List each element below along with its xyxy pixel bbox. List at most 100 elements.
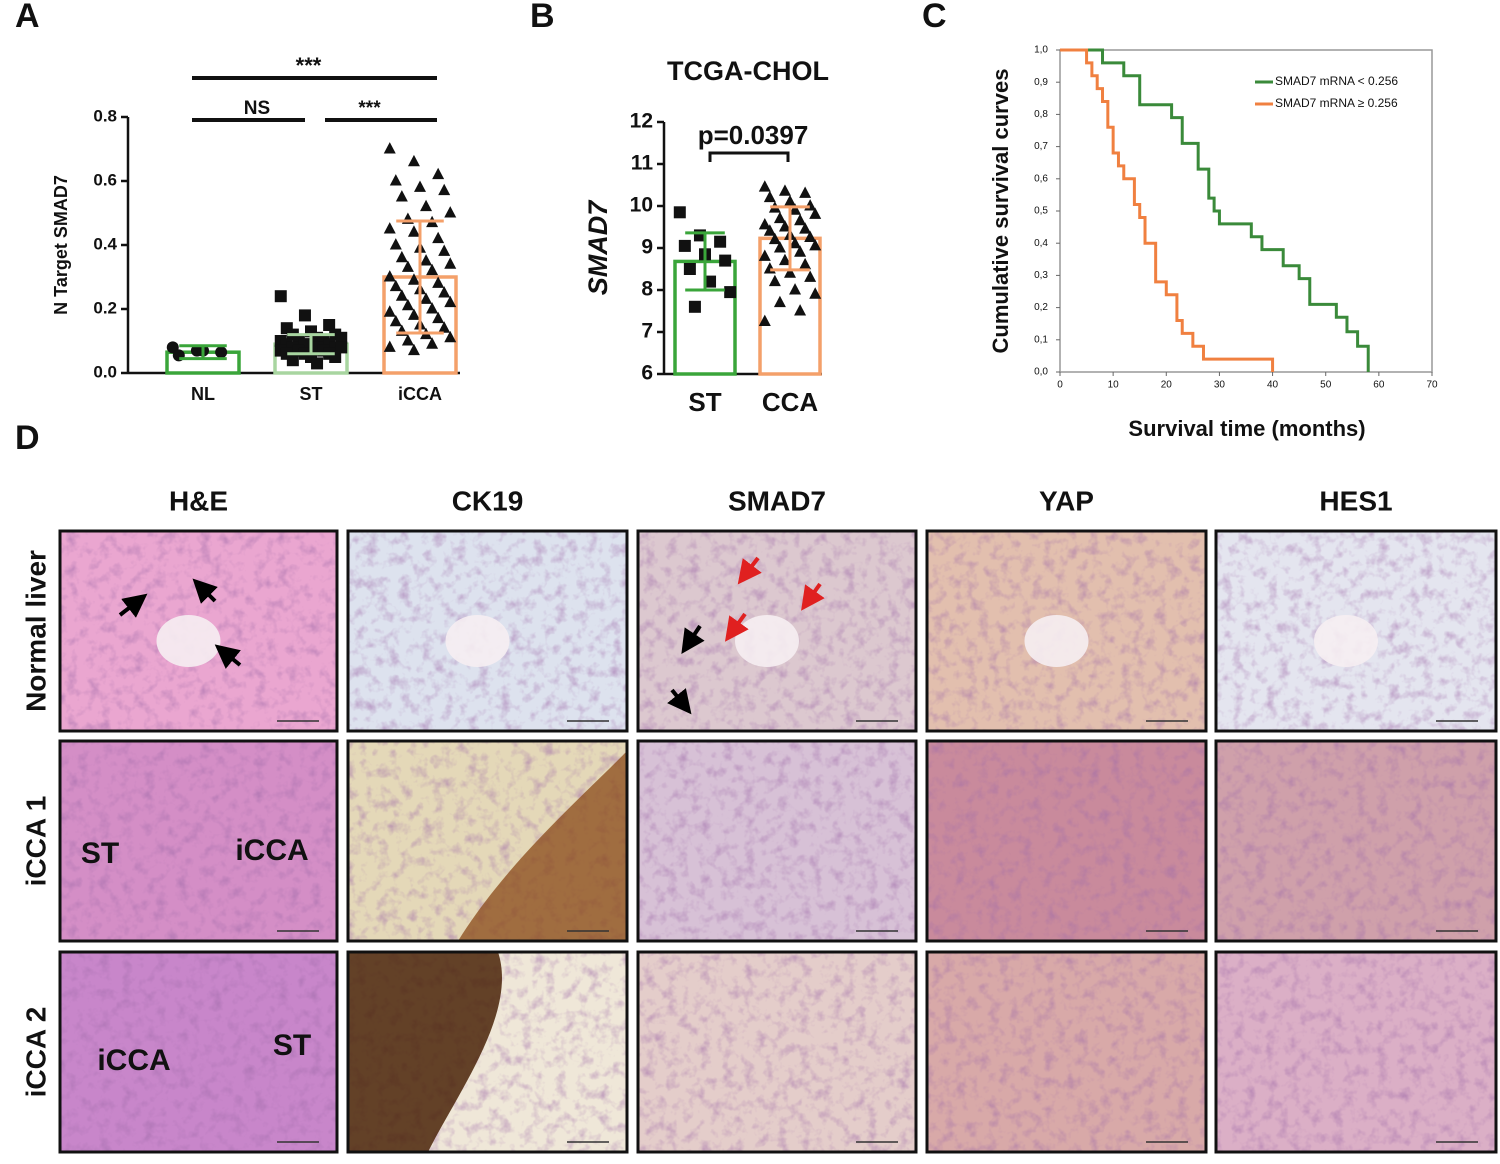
data-point	[719, 254, 732, 267]
image-frame	[58, 950, 339, 1154]
data-point	[432, 311, 445, 324]
data-point	[389, 174, 402, 186]
data-point	[673, 206, 686, 219]
arrow	[724, 612, 749, 642]
data-point	[215, 346, 228, 359]
data-point	[395, 190, 408, 202]
stain-region	[458, 751, 627, 941]
data-point	[773, 211, 786, 224]
vessel	[156, 615, 221, 667]
y-tick-label: 0.8	[93, 106, 117, 125]
data-point	[407, 154, 420, 167]
data-point	[401, 334, 414, 346]
panel-letter: B	[530, 0, 555, 35]
data-point	[438, 183, 451, 196]
data-point	[274, 290, 287, 303]
y-tick-label: 1,0	[1034, 45, 1048, 56]
column-header: H&E	[169, 485, 228, 516]
tissue-texture	[638, 741, 916, 941]
arrow	[681, 624, 705, 654]
image-frame	[636, 950, 918, 1154]
region-label: ST	[81, 837, 119, 870]
x-axis-label: Survival time (months)	[1128, 416, 1365, 441]
data-point	[799, 257, 812, 270]
vessel	[1024, 615, 1089, 667]
image-frame	[636, 529, 918, 733]
image-frame	[1214, 739, 1498, 943]
data-point	[389, 314, 402, 327]
data-point	[784, 266, 796, 278]
x-tick-label: 30	[1214, 380, 1226, 391]
data-point	[758, 314, 771, 326]
arrows	[118, 556, 825, 715]
data-point	[804, 270, 817, 282]
tissue-texture	[927, 952, 1206, 1152]
significance-label: p=0.0397	[698, 120, 809, 150]
y-tick-label: 12	[630, 110, 653, 133]
image-frame	[346, 739, 629, 943]
arrow	[192, 578, 218, 604]
data-point	[799, 222, 812, 234]
data-point	[773, 295, 786, 308]
image-frame	[58, 529, 339, 733]
arrow	[737, 556, 762, 585]
vessel	[445, 615, 510, 667]
significance-label: ***	[296, 53, 322, 78]
data-point	[724, 286, 737, 299]
x-tick-label: 20	[1161, 380, 1173, 391]
row-label: iCCA 1	[20, 796, 51, 887]
data-point	[395, 289, 408, 301]
image-frame	[346, 529, 629, 733]
significance-bracket	[708, 151, 790, 162]
tissue-texture	[60, 741, 337, 941]
data-point	[444, 330, 457, 343]
legend-label: SMAD7 mRNA ≥ 0.256	[1275, 96, 1398, 110]
y-tick-label: 0,8	[1034, 109, 1048, 120]
x-tick-label: ST	[688, 387, 721, 417]
data-point	[789, 283, 802, 295]
data-point	[286, 354, 299, 367]
data-point	[758, 218, 771, 230]
data-point	[414, 180, 426, 192]
image-frame	[1214, 529, 1498, 733]
data-point	[768, 274, 781, 287]
y-tick-label: 0,6	[1034, 173, 1048, 184]
data-point	[438, 286, 451, 298]
tissue-texture	[927, 741, 1206, 941]
x-tick-label: iCCA	[398, 384, 442, 404]
y-tick-label: 10	[630, 194, 653, 217]
x-tick-label: 0	[1057, 380, 1063, 391]
data-point	[809, 207, 822, 219]
survival-curve	[1060, 48, 1370, 372]
y-axis-label: N Target SMAD7	[51, 175, 71, 315]
data-point	[444, 295, 457, 308]
panel-letter: C	[922, 0, 947, 35]
region-label: iCCA	[97, 1044, 170, 1077]
y-tick-label: 0.0	[93, 362, 117, 381]
data-point	[401, 260, 414, 272]
data-point	[714, 235, 727, 248]
histology-grid	[58, 529, 1498, 1154]
y-tick-label: 0.2	[93, 298, 117, 317]
y-axis-label: SMAD7	[583, 199, 613, 295]
data-point	[763, 224, 776, 236]
region-label: iCCA	[235, 834, 308, 867]
image-frame	[925, 739, 1208, 943]
data-point	[426, 263, 439, 276]
tissue-texture	[1216, 952, 1496, 1152]
data-point	[789, 203, 802, 215]
x-tick-label: NL	[191, 384, 215, 404]
x-tick-label: CCA	[762, 387, 819, 417]
data-point	[298, 309, 311, 322]
chart-title: TCGA-CHOL	[667, 56, 829, 86]
data-point	[778, 253, 791, 266]
data-point	[383, 142, 396, 154]
data-point	[438, 244, 451, 256]
data-point	[763, 190, 776, 203]
region-label: ST	[273, 1029, 311, 1062]
y-tick-label: 0,4	[1034, 238, 1048, 249]
column-header: YAP	[1039, 485, 1094, 516]
data-point	[688, 300, 701, 313]
y-tick-label: 0,9	[1034, 77, 1048, 88]
data-point	[444, 257, 457, 269]
